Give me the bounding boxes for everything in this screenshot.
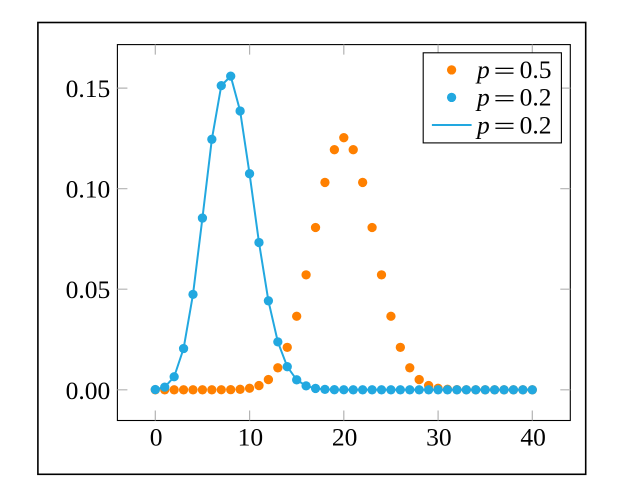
svg-text:20: 20 [332,422,358,451]
svg-text:0.10: 0.10 [66,175,111,204]
svg-text:30: 30 [426,422,452,451]
svg-text:0.2: 0.2 [520,110,552,139]
svg-text:10: 10 [238,422,264,451]
svg-text:p: p [475,55,490,84]
svg-text:0.2: 0.2 [520,83,552,112]
svg-text:40: 40 [520,422,546,451]
svg-text:0.00: 0.00 [66,376,111,405]
svg-text:p: p [475,83,490,112]
svg-text:0.5: 0.5 [520,55,552,84]
svg-text:p: p [475,110,490,139]
svg-text:0.15: 0.15 [66,74,111,103]
svg-text:0: 0 [150,422,163,451]
svg-text:0.05: 0.05 [66,275,111,304]
